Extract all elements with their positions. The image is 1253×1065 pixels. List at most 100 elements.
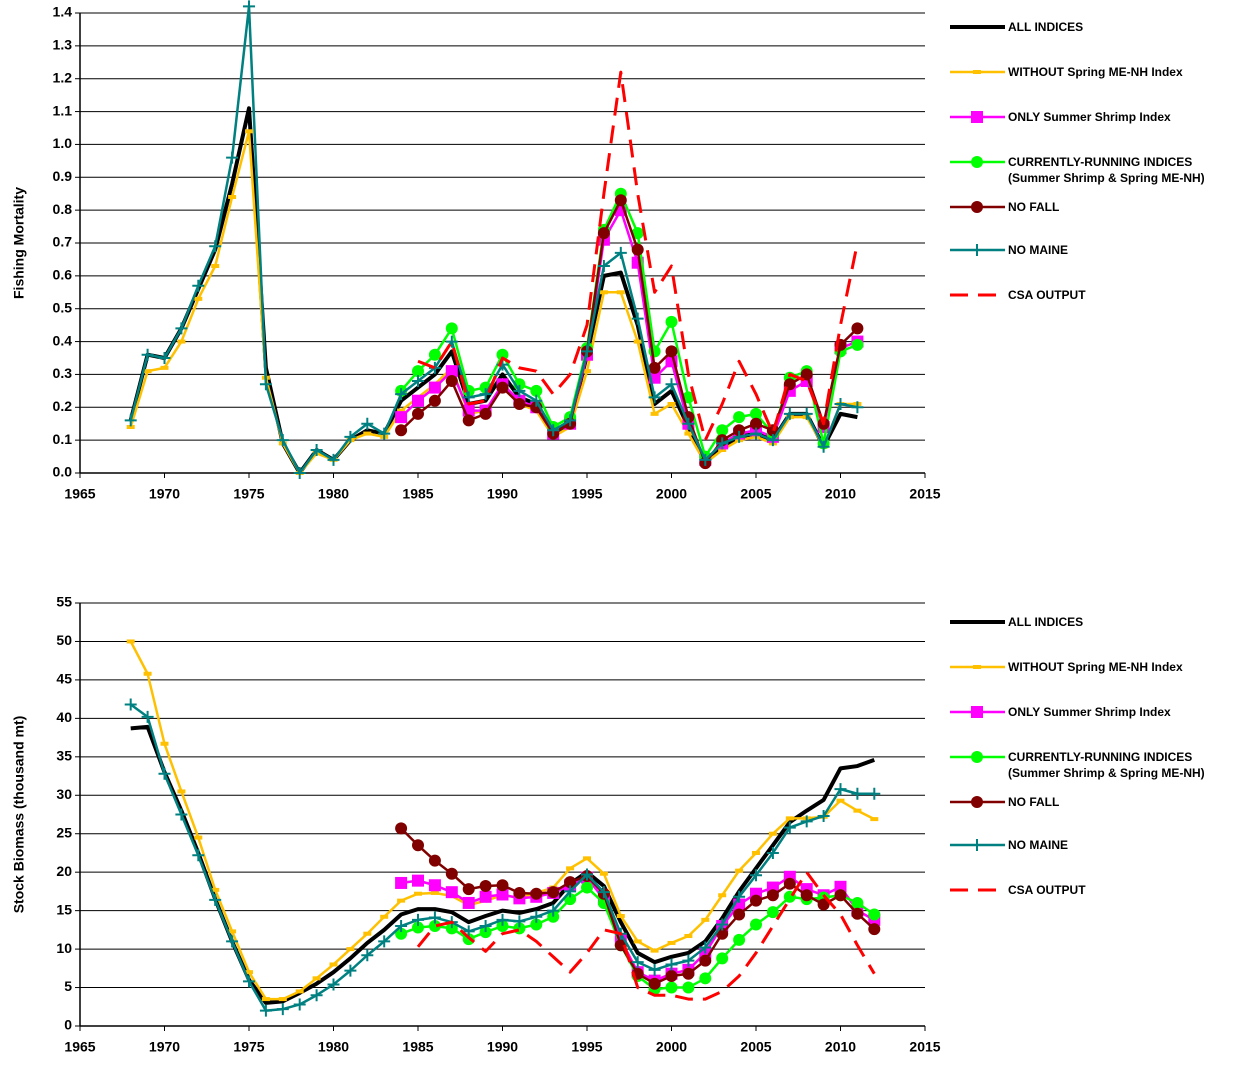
- y-tick-label: 0.4: [53, 332, 73, 348]
- legend-label: NO MAINE: [1008, 838, 1068, 852]
- marker: [141, 710, 154, 723]
- marker: [361, 949, 374, 962]
- marker: [800, 368, 813, 381]
- y-tick-label: 0.2: [53, 398, 73, 414]
- marker: [716, 918, 729, 931]
- marker: [581, 868, 593, 881]
- marker: [971, 111, 983, 123]
- y-tick-label: 5: [64, 978, 72, 994]
- marker: [312, 976, 321, 981]
- marker: [851, 322, 864, 335]
- marker: [834, 889, 847, 902]
- marker: [971, 839, 983, 851]
- marker: [817, 440, 830, 453]
- marker: [513, 886, 526, 899]
- marker: [278, 997, 287, 1002]
- marker: [412, 407, 424, 420]
- marker: [750, 869, 762, 882]
- marker: [783, 407, 796, 420]
- series-line: [129, 130, 858, 475]
- marker: [766, 889, 779, 902]
- marker: [428, 879, 441, 892]
- marker: [228, 195, 237, 199]
- y-tick-label: 0.3: [53, 365, 73, 381]
- x-tick-label: 2000: [656, 486, 687, 502]
- legend-label: WITHOUT Spring ME-NH Index: [1008, 65, 1183, 79]
- x-tick-label: 2015: [909, 486, 940, 502]
- marker: [566, 866, 575, 871]
- marker: [682, 967, 695, 980]
- marker: [124, 698, 137, 711]
- marker: [868, 787, 881, 800]
- x-tick-label: 1990: [487, 1039, 518, 1055]
- marker: [361, 417, 374, 430]
- marker: [462, 925, 475, 938]
- marker: [716, 952, 729, 965]
- marker: [853, 808, 862, 813]
- marker: [445, 365, 458, 378]
- marker: [395, 388, 408, 401]
- marker: [597, 227, 610, 240]
- x-tick-label: 1980: [318, 1039, 349, 1055]
- marker: [718, 893, 727, 898]
- marker: [126, 425, 135, 429]
- x-tick-label: 1975: [233, 1039, 264, 1055]
- series-line: [129, 640, 875, 1001]
- marker: [378, 935, 391, 948]
- marker: [973, 665, 981, 669]
- marker: [412, 874, 424, 887]
- marker: [226, 151, 239, 164]
- marker: [158, 767, 171, 780]
- x-tick-label: 1985: [402, 1039, 433, 1055]
- marker: [547, 910, 560, 923]
- marker: [245, 970, 253, 975]
- marker: [735, 868, 744, 873]
- marker: [428, 920, 441, 933]
- marker: [412, 365, 424, 378]
- marker: [177, 339, 186, 344]
- marker: [665, 345, 678, 358]
- marker: [699, 941, 712, 954]
- marker: [581, 881, 593, 894]
- marker: [530, 887, 543, 900]
- marker: [158, 352, 171, 364]
- marker: [631, 312, 644, 325]
- marker: [665, 315, 678, 328]
- marker: [462, 883, 475, 896]
- x-tick-label: 1995: [571, 486, 602, 502]
- marker: [597, 886, 610, 899]
- marker: [259, 1004, 272, 1017]
- marker: [530, 394, 543, 407]
- marker: [817, 810, 830, 823]
- marker: [800, 407, 813, 420]
- series-line: [400, 199, 859, 465]
- marker: [141, 348, 154, 361]
- marker: [733, 424, 746, 437]
- legend-label: ALL INDICES: [1008, 20, 1084, 34]
- marker: [177, 789, 186, 794]
- marker: [631, 227, 644, 240]
- marker: [395, 822, 408, 835]
- marker: [293, 998, 306, 1011]
- marker: [733, 908, 746, 921]
- y-tick-label: 1.4: [53, 4, 73, 20]
- legend-label: CSA OUTPUT: [1008, 288, 1086, 302]
- marker: [194, 835, 203, 840]
- marker: [496, 381, 509, 394]
- marker: [716, 437, 729, 450]
- x-tick-label: 1995: [571, 1039, 602, 1055]
- marker: [412, 921, 424, 934]
- marker: [665, 970, 678, 983]
- marker: [699, 954, 712, 967]
- marker: [395, 920, 408, 933]
- x-tick-label: 2005: [740, 1039, 771, 1055]
- marker: [412, 375, 424, 387]
- marker: [211, 264, 220, 268]
- y-tick-label: 1.3: [53, 37, 73, 53]
- marker: [766, 434, 779, 447]
- marker: [310, 989, 323, 1002]
- y-tick-label: 1.0: [53, 135, 73, 151]
- marker: [597, 260, 610, 272]
- marker: [445, 886, 458, 899]
